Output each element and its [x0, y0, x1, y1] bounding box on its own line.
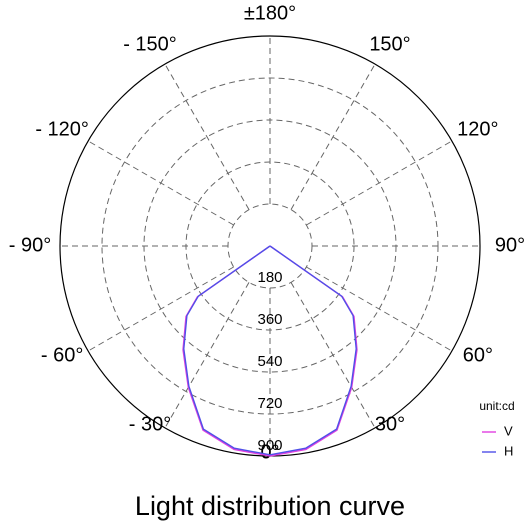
- angle-tick-label: 120°: [457, 118, 498, 140]
- curve: [182, 245, 358, 457]
- angle-tick-label: 60°: [463, 344, 493, 366]
- grid-spoke: [164, 282, 250, 429]
- grid-spoke: [306, 266, 453, 352]
- grid-spoke: [164, 63, 250, 210]
- unit-label: unit:cd: [479, 399, 514, 413]
- angle-tick-label: - 60°: [41, 344, 83, 366]
- angle-tick-label: - 30°: [129, 414, 171, 436]
- angle-tick-label: - 150°: [123, 33, 177, 55]
- legend-label: H: [504, 443, 513, 458]
- angle-tick-label: 30°: [375, 414, 405, 436]
- grid-spoke: [290, 282, 376, 429]
- legend-label: V: [504, 423, 513, 438]
- angle-tick-label: 90°: [495, 234, 525, 256]
- chart-title: Light distribution curve: [135, 491, 405, 521]
- grid-spoke: [306, 140, 453, 226]
- angle-tick-label: 150°: [369, 33, 410, 55]
- grid-spoke: [87, 140, 234, 226]
- r-tick-label: 900: [257, 437, 282, 454]
- angle-tick-label: ±180°: [244, 2, 296, 24]
- grid-spoke: [290, 63, 376, 210]
- r-tick-label: 540: [257, 353, 282, 370]
- r-tick-label: 720: [257, 395, 282, 412]
- grid-spoke: [87, 266, 234, 352]
- curve: [183, 245, 357, 456]
- r-tick-label: 360: [257, 311, 282, 328]
- r-tick-label: 180: [257, 269, 282, 286]
- angle-tick-label: 0°: [260, 441, 279, 463]
- angle-tick-label: - 90°: [9, 234, 51, 256]
- angle-tick-label: - 120°: [35, 118, 89, 140]
